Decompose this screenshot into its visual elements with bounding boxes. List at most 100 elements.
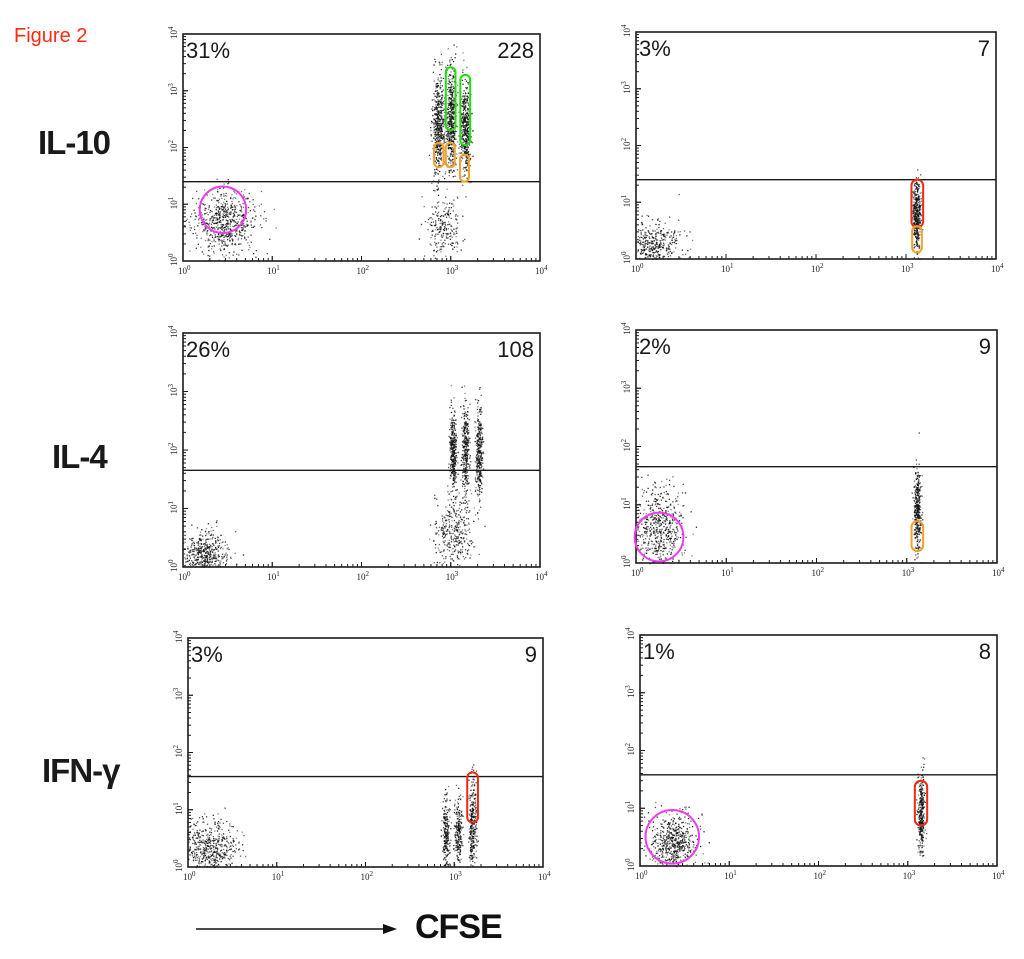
data-point (464, 142, 467, 144)
data-point (455, 102, 458, 105)
data-point (451, 417, 453, 419)
data-point (233, 226, 235, 228)
data-point (236, 253, 238, 255)
data-point (218, 545, 220, 547)
data-point (433, 118, 435, 120)
data-point (467, 432, 470, 434)
data-point (449, 470, 451, 472)
data-point (472, 155, 474, 157)
data-point (438, 549, 440, 551)
data-point (449, 407, 451, 409)
data-point (469, 437, 471, 439)
data-point (466, 466, 468, 468)
data-point (448, 221, 450, 223)
data-point (438, 129, 440, 131)
data-point (479, 481, 481, 483)
data-point (205, 541, 207, 543)
data-point (470, 136, 472, 138)
data-point (448, 216, 450, 218)
data-point (468, 436, 470, 438)
data-point (196, 548, 199, 550)
data-point (456, 219, 458, 221)
data-point (467, 407, 469, 409)
data-point (454, 439, 456, 441)
data-point (448, 99, 450, 101)
data-point (230, 221, 233, 223)
data-point (239, 214, 241, 216)
cluster-1 (429, 464, 486, 568)
data-point (657, 253, 659, 255)
data-point (451, 108, 454, 111)
data-point (479, 471, 481, 473)
data-point (445, 66, 447, 68)
data-point (212, 218, 214, 220)
data-point (454, 445, 456, 447)
data-point (431, 230, 433, 233)
data-point (450, 421, 453, 423)
data-point (441, 551, 443, 553)
data-point (192, 550, 194, 553)
data-point (477, 420, 479, 422)
data-point (205, 565, 207, 567)
data-point (466, 475, 468, 477)
data-point (431, 224, 433, 227)
data-point (918, 210, 920, 212)
data-point (450, 444, 452, 447)
data-point (453, 439, 455, 442)
data-point (200, 539, 202, 541)
data-point (210, 550, 212, 553)
data-point (918, 216, 920, 218)
data-point (917, 193, 919, 196)
data-point (467, 553, 469, 555)
data-point (461, 454, 463, 456)
data-point (468, 140, 470, 142)
data-point (430, 221, 432, 223)
data-point (252, 199, 254, 201)
data-point (668, 248, 670, 250)
data-point (218, 198, 220, 200)
data-point (436, 141, 438, 143)
data-point (481, 437, 483, 439)
data-point (474, 398, 477, 401)
data-point (467, 544, 470, 546)
data-point (215, 557, 217, 559)
data-point (198, 549, 200, 551)
data-point (451, 104, 453, 106)
data-point (250, 224, 253, 226)
data-point (666, 234, 668, 236)
data-point (467, 442, 469, 444)
data-point (919, 221, 921, 224)
data-point (468, 115, 470, 117)
data-point (477, 453, 479, 455)
data-point (917, 234, 920, 236)
data-point (465, 102, 467, 105)
data-point (450, 56, 452, 59)
data-point (437, 124, 439, 126)
data-point (449, 449, 451, 452)
data-point (228, 237, 230, 240)
data-point (435, 133, 437, 135)
data-point (451, 78, 453, 80)
data-point (652, 254, 655, 256)
data-point (247, 242, 249, 244)
data-point (451, 85, 453, 87)
data-point (242, 206, 244, 208)
data-point (451, 117, 454, 119)
data-point (465, 438, 467, 440)
data-point (446, 212, 448, 214)
data-point (197, 544, 199, 546)
data-point (469, 540, 471, 542)
data-point (450, 441, 452, 443)
data-point (455, 476, 457, 478)
data-point (436, 561, 438, 564)
data-point (463, 428, 465, 430)
data-point (224, 212, 226, 214)
data-point (224, 241, 226, 243)
data-point (451, 123, 453, 125)
data-point (689, 231, 691, 233)
data-point (225, 212, 228, 214)
data-point (235, 229, 238, 231)
data-point (207, 254, 209, 257)
data-point (646, 214, 648, 217)
data-point (479, 462, 481, 465)
